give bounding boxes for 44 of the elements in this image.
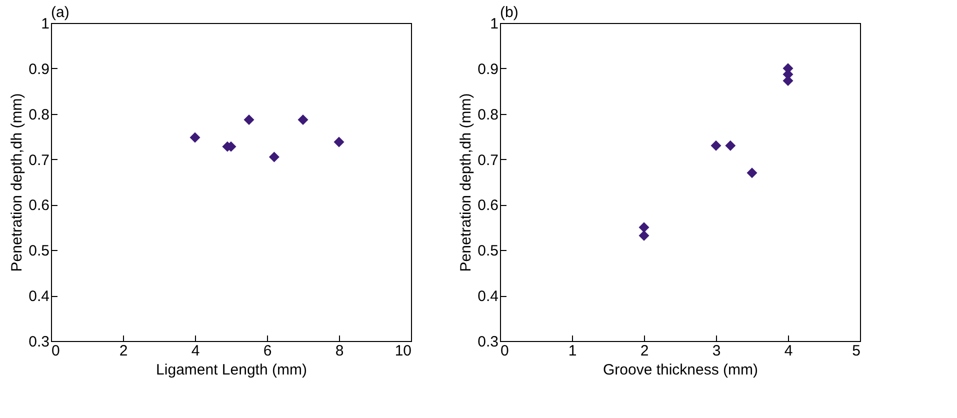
x-tick-label: 2 [640,342,649,360]
x-tick-label: 2 [119,342,128,360]
point [268,152,280,162]
y-tick-label: 0.3 [478,334,498,350]
y-tick-label: 0.7 [28,152,50,169]
point [710,140,722,151]
y-tick-label: 0.8 [28,106,50,124]
x-tick-label: 0 [52,342,60,360]
y-tick-label: 0.9 [28,60,50,78]
x-tick-label: 8 [335,342,344,360]
y-tick-label: 0.6 [478,197,498,214]
x-tick-label: 4 [784,342,793,360]
point [638,222,650,233]
x-tick-label: 6 [263,342,272,360]
chart-title: (a) [51,4,70,21]
x-tick-label: 10 [394,342,412,360]
y-tick-label: 0.8 [478,106,498,124]
point [334,136,344,148]
y-tick-label: 0.3 [28,334,50,350]
y-tick-label: 0.4 [28,288,50,306]
y-axis-title: Penetration depth,dh (mm) [8,93,26,272]
point [638,230,650,241]
point [746,168,758,178]
point [725,140,736,151]
x-tick-label: 4 [191,342,200,360]
x-axis-title: Ligament Length (mm) [156,362,307,378]
y-tick-label: 0.4 [478,288,498,306]
x-tick-label: 0 [500,342,509,360]
point [298,114,308,126]
y-tick-label: 0.5 [478,242,498,260]
y-tick-label: 1 [41,16,50,32]
y-tick-label: 0.7 [478,152,498,169]
y-tick-label: 0.9 [478,60,498,78]
point [190,132,200,143]
y-tick-label: 0.6 [28,197,50,214]
x-axis-title: Groove thickness (mm) [602,362,758,378]
chart-title: (b) [500,4,518,21]
x-tick-label: 5 [852,342,860,360]
point [244,114,254,126]
y-tick-label: 0.5 [28,242,50,260]
y-tick-label: 1 [490,16,498,32]
y-axis-title: Penetration depth,dh (mm) [458,93,475,272]
x-tick-label: 1 [568,342,577,360]
x-tick-label: 3 [712,342,721,360]
